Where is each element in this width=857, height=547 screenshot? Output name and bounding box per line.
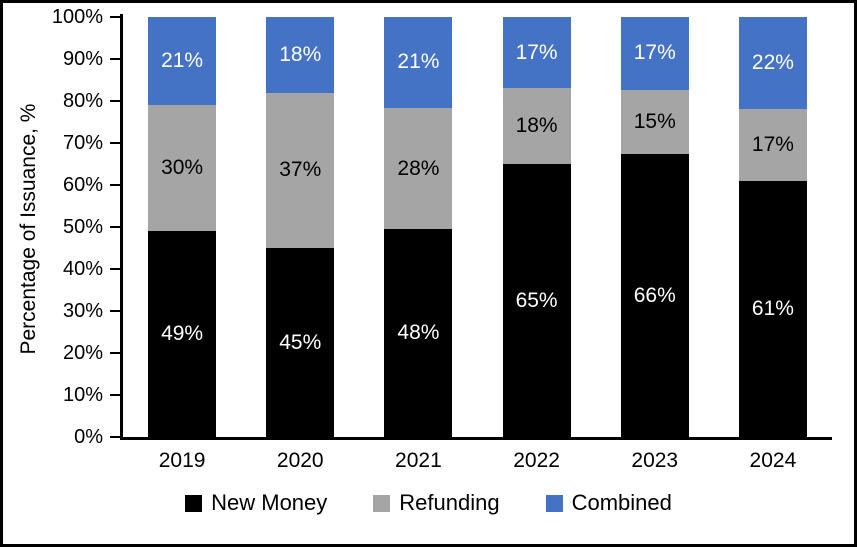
legend: New Money Refunding Combined: [3, 490, 854, 516]
bar-segment-refunding: 37%: [266, 92, 335, 248]
x-axis-label: 2022: [513, 449, 560, 472]
bar-segment-refunding: 18%: [502, 88, 571, 164]
x-axis-label: 2024: [749, 449, 797, 472]
y-tick-mark: [110, 58, 120, 60]
bar-segment-new-money: 45%: [266, 248, 335, 437]
legend-marker-combined: [545, 494, 563, 512]
y-tick-mark: [110, 268, 120, 270]
bar-segment-refunding: 15%: [620, 89, 689, 155]
legend-item-new-money: New Money: [185, 490, 327, 516]
y-tick-mark: [110, 16, 120, 18]
y-tick-label: 20%: [62, 342, 103, 364]
bar-segment-combined: 18%: [266, 17, 335, 93]
y-tick-mark: [110, 394, 120, 396]
bar-segment-new-money: 49%: [148, 231, 217, 437]
y-tick-mark: [110, 184, 120, 186]
bar-segment-combined: 21%: [384, 17, 453, 108]
bar-segment-refunding: 28%: [384, 107, 453, 230]
y-tick-label: 30%: [62, 300, 103, 322]
bar-segment-refunding: 17%: [738, 109, 807, 181]
bar-segment-new-money: 48%: [384, 229, 453, 437]
x-axis-line: [120, 437, 832, 440]
x-axis-label: 2020: [276, 449, 324, 472]
y-tick-label: 100%: [51, 6, 103, 28]
y-tick-mark: [110, 310, 120, 312]
y-tick-mark: [110, 352, 120, 354]
y-tick-mark: [110, 100, 120, 102]
legend-item-combined: Combined: [545, 490, 672, 516]
y-tick-label: 50%: [62, 216, 103, 238]
bar-segment-combined: 21%: [148, 17, 217, 106]
legend-label-refunding: Refunding: [399, 490, 500, 515]
y-tick-mark: [110, 436, 120, 438]
y-tick-mark: [110, 226, 120, 228]
y-axis-line: [120, 14, 123, 440]
legend-label-new-money: New Money: [211, 490, 328, 515]
bar-segment-combined: 17%: [620, 17, 689, 90]
y-tick-label: 80%: [62, 90, 103, 112]
x-axis-label: 2021: [395, 449, 442, 472]
y-tick-label: 70%: [62, 132, 103, 154]
bar-segment-refunding: 30%: [148, 105, 217, 232]
y-tick-label: 10%: [62, 384, 103, 406]
bar-segment-new-money: 65%: [502, 164, 571, 437]
legend-label-combined: Combined: [571, 490, 672, 515]
y-tick-label: 0%: [74, 426, 103, 448]
bar-segment-new-money: 61%: [738, 180, 807, 437]
x-axis-label: 2023: [631, 449, 679, 472]
y-tick-mark: [110, 142, 120, 144]
bar-segment-new-money: 66%: [620, 154, 689, 437]
legend-item-refunding: Refunding: [373, 490, 500, 516]
y-tick-label: 60%: [62, 174, 103, 196]
y-tick-label: 90%: [62, 48, 103, 70]
bar-segment-combined: 17%: [502, 17, 571, 89]
x-axis-label: 2019: [158, 449, 206, 472]
y-tick-label: 40%: [62, 258, 103, 280]
bar-segment-combined: 22%: [738, 17, 807, 110]
legend-marker-refunding: [373, 494, 391, 512]
legend-marker-new-money: [185, 494, 203, 512]
